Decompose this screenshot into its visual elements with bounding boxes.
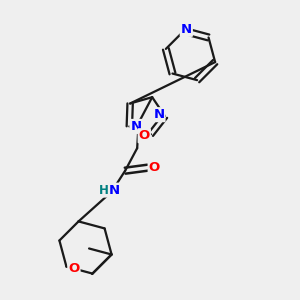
Text: O: O [68,262,80,275]
Text: N: N [181,23,192,36]
Text: N: N [130,120,142,133]
Text: N: N [109,184,120,197]
Text: H: H [99,184,109,197]
Text: N: N [153,108,165,121]
Text: O: O [148,161,160,174]
Text: O: O [139,129,150,142]
